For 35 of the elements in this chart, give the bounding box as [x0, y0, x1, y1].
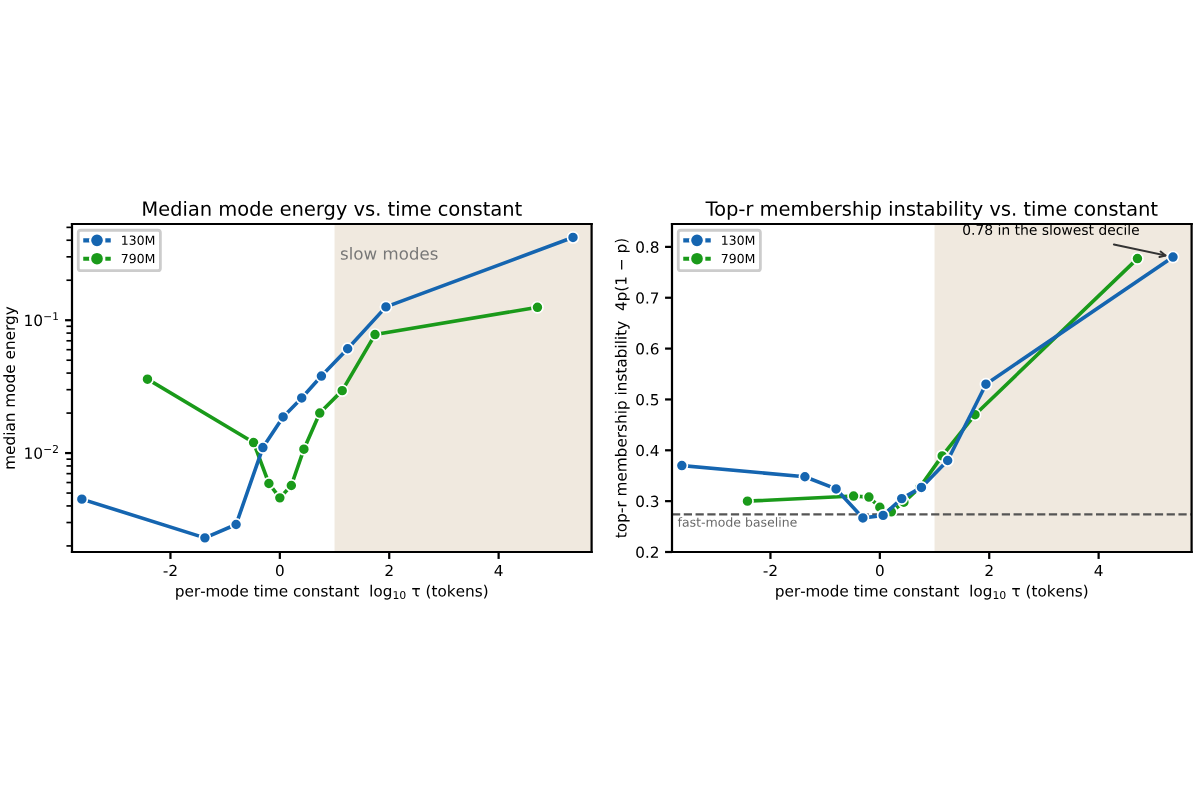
point	[368, 328, 382, 341]
point	[531, 300, 544, 314]
point	[862, 490, 876, 504]
point	[295, 391, 309, 405]
point	[229, 518, 243, 531]
chart-title: Top-r membership instability vs. time constant	[705, 200, 1158, 220]
point	[566, 231, 580, 244]
point	[276, 410, 290, 424]
chart-title: Median mode energy vs. time constant	[143, 200, 522, 220]
point	[856, 511, 870, 525]
point	[141, 372, 154, 386]
point	[273, 491, 287, 505]
point	[675, 459, 689, 472]
point	[798, 470, 812, 484]
point	[379, 300, 393, 314]
point	[75, 492, 89, 506]
point	[256, 441, 270, 454]
point	[847, 489, 860, 503]
point	[315, 369, 328, 383]
point	[313, 406, 327, 420]
point	[198, 531, 212, 545]
point	[341, 342, 355, 356]
point	[741, 494, 754, 508]
point	[1166, 250, 1180, 264]
point	[876, 508, 890, 522]
point	[297, 442, 311, 456]
point	[284, 479, 298, 492]
point	[247, 436, 260, 449]
point	[979, 377, 993, 391]
point	[262, 477, 276, 490]
point	[829, 482, 843, 496]
point	[1131, 252, 1144, 265]
point	[335, 384, 349, 398]
point	[941, 454, 955, 467]
band-label: slow modes	[340, 246, 438, 260]
